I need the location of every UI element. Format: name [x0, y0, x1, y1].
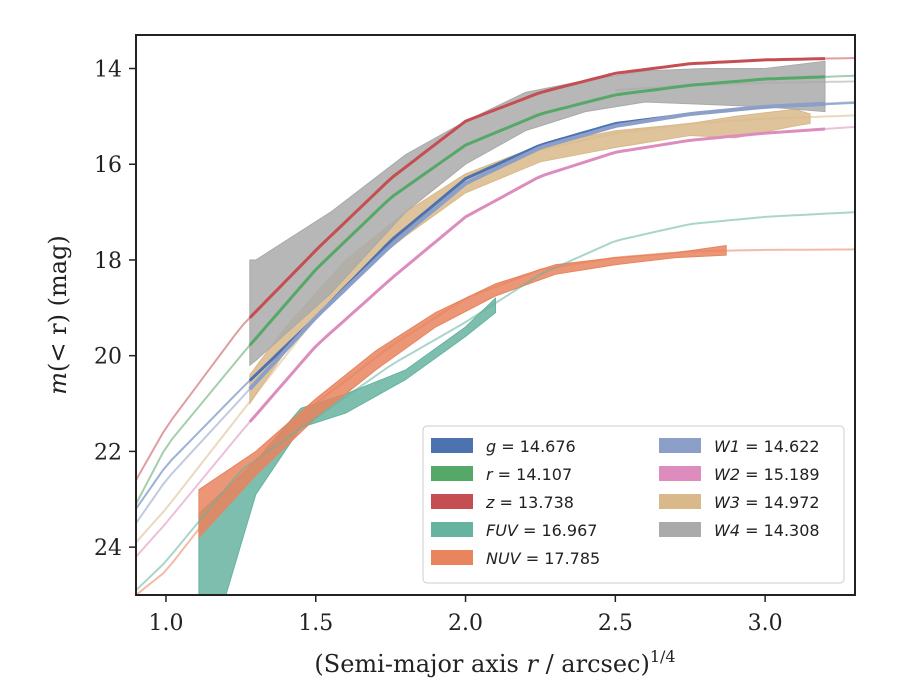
legend-swatch-r [431, 466, 473, 481]
legend-swatch-z [431, 494, 473, 509]
legend-label-r: r = 14.107 [486, 465, 572, 484]
tick-layer: 1.0 1.5 2.0 2.5 3.0 14 16 18 20 22 24 [94, 58, 783, 636]
legend-frame [422, 425, 845, 584]
legend-label-nuv: NUV = 17.785 [486, 549, 600, 568]
legend-label-g: g = 14.676 [486, 437, 576, 456]
model-line-w4 [615, 80, 855, 91]
band-layer [198, 60, 826, 595]
legend-label-z: z = 13.738 [485, 493, 574, 512]
band-nuv [198, 245, 727, 539]
band-w4 [249, 60, 826, 367]
y-tick-label: 16 [94, 153, 122, 178]
legend-label-w4: W4 = 14.308 [714, 521, 820, 540]
y-tick-label: 20 [94, 345, 122, 370]
y-tick-label: 18 [94, 249, 122, 274]
legend-swatch-fuv [431, 522, 473, 537]
legend-swatch-g [431, 438, 473, 453]
legend-swatch-w4 [659, 522, 701, 537]
legend-swatch-w2 [659, 466, 701, 481]
legend-label-w3: W3 = 14.972 [714, 493, 820, 512]
axes-frame [135, 34, 856, 596]
legend: g = 14.676 r = 14.107 z = 13.738 FUV = 16.9… [422, 425, 845, 584]
x-tick-label: 1.0 [148, 611, 183, 636]
legend-swatch-w1 [659, 438, 701, 453]
x-tick-label: 2.5 [598, 611, 633, 636]
legend-label-fuv: FUV = 16.967 [486, 521, 597, 540]
legend-label-w2: W2 = 15.189 [714, 465, 820, 484]
legend-label-w1: W1 = 14.622 [714, 437, 820, 456]
y-axis-label: m(< r) (mag) [44, 235, 72, 395]
x-tick-label: 1.5 [298, 611, 333, 636]
profile-line-r [248, 75, 826, 347]
profile-line-w2 [248, 127, 826, 423]
y-tick-label: 24 [94, 536, 122, 561]
legend-swatch-nuv [431, 550, 473, 565]
y-tick-label: 14 [94, 58, 122, 83]
legend-swatch-w3 [659, 494, 701, 509]
model-line-nuv [136, 248, 855, 595]
x-tick-label: 2.0 [448, 611, 483, 636]
x-axis-label: (Semi-major axis r / arcsec)1/4 [314, 647, 675, 678]
profile-line-z [248, 57, 826, 319]
line-layer [136, 57, 855, 595]
profile-line-w1 [248, 101, 826, 391]
x-tick-label: 3.0 [748, 611, 783, 636]
y-tick-label: 22 [94, 440, 122, 465]
